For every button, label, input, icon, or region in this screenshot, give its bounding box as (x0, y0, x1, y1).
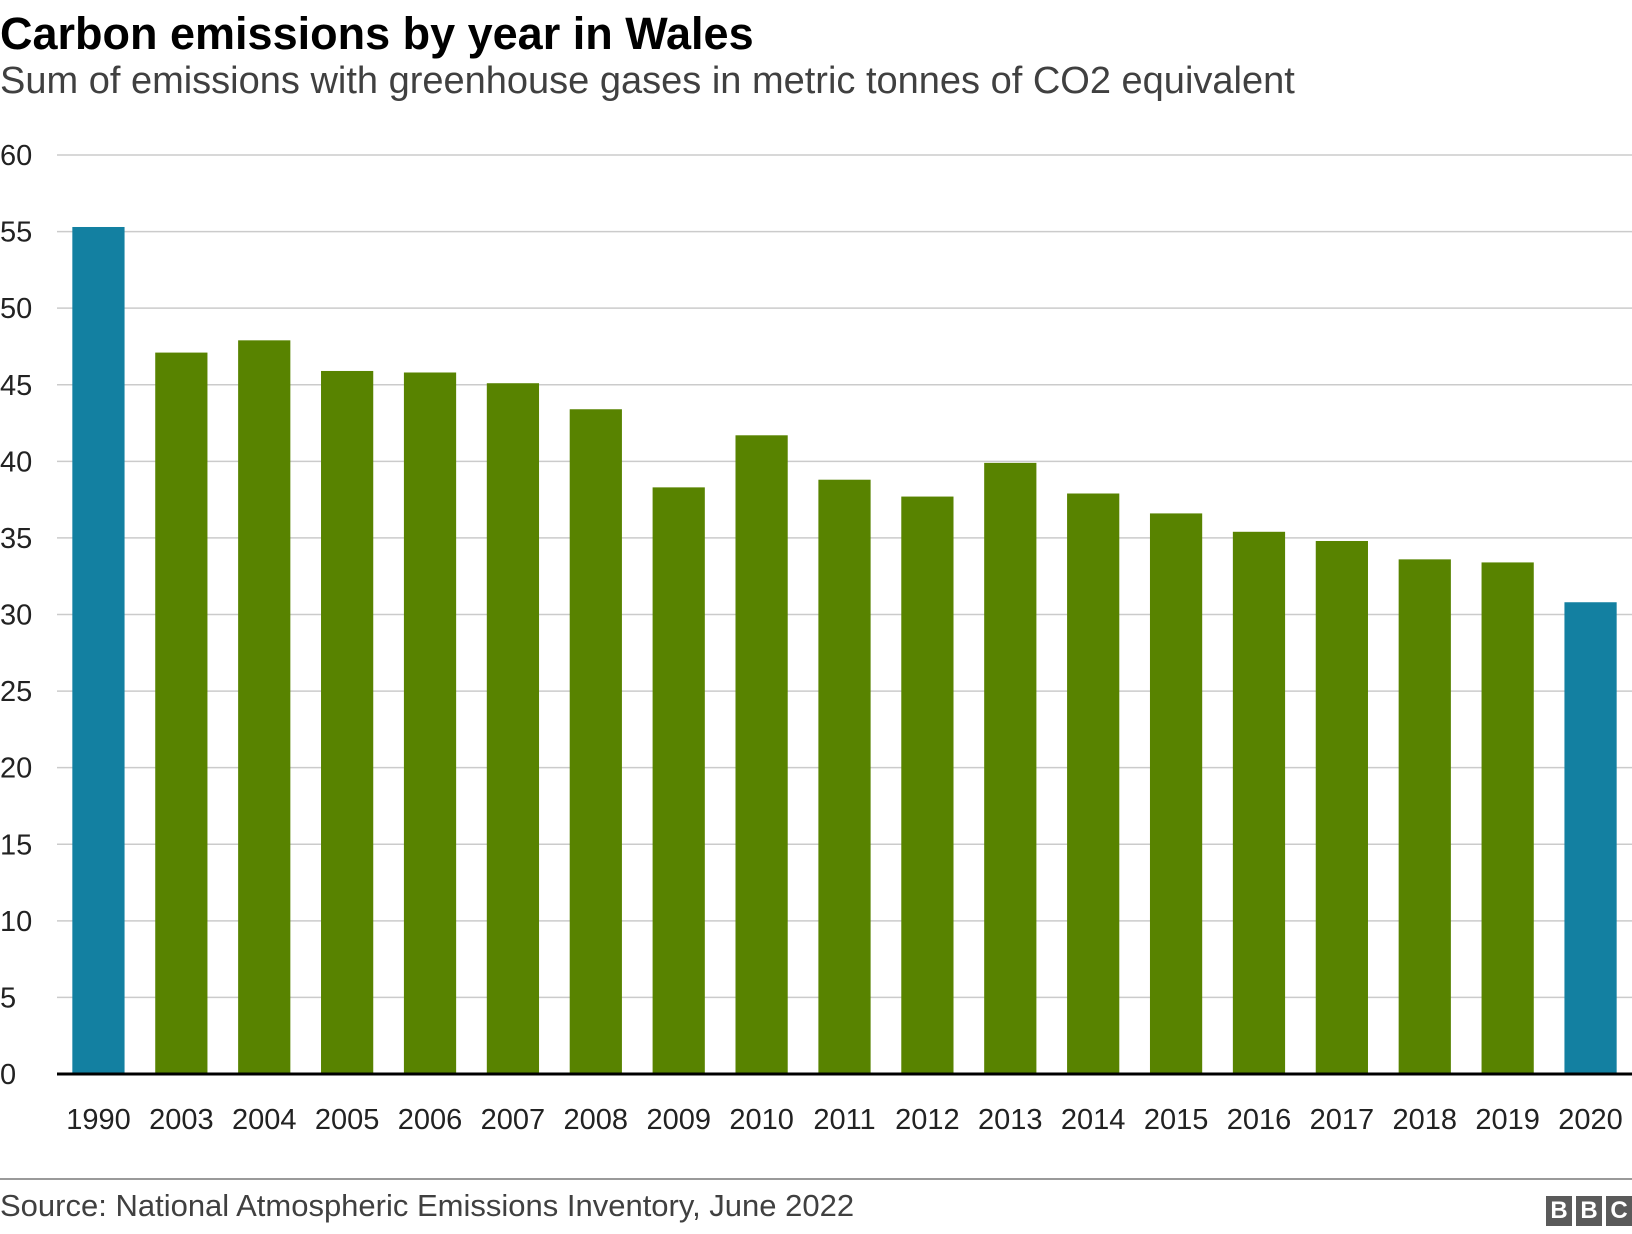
x-axis-ticks: 1990 2003 2004 2005 2006 2007 2008 2009 2010 2011… (66, 1104, 1623, 1136)
x-tick-label-2006: 2006 (398, 1104, 463, 1136)
bar-2012 (901, 496, 954, 1075)
x-tick-label-2013: 2013 (978, 1104, 1043, 1136)
y-tick-label-0: 0 (0, 1059, 16, 1091)
logo-letter-b2: B (1576, 1196, 1602, 1226)
x-tick-label-2005: 2005 (315, 1104, 380, 1136)
chart-subtitle: Sum of emissions with greenhouse gases i… (0, 60, 1295, 102)
x-tick-label-2018: 2018 (1393, 1104, 1458, 1136)
x-tick-label-2010: 2010 (729, 1104, 794, 1136)
logo-letter-c: C (1606, 1196, 1632, 1226)
bar-2005 (321, 370, 374, 1075)
y-tick-label-5: 5 (0, 982, 16, 1014)
y-tick-label-15: 15 (0, 829, 32, 861)
x-tick-label-2015: 2015 (1144, 1104, 1209, 1136)
bar-2019 (1481, 562, 1534, 1074)
bar-2016 (1232, 531, 1286, 1074)
bars (72, 226, 1617, 1075)
y-tick-label-35: 35 (0, 523, 32, 555)
bar-2006 (403, 372, 457, 1074)
x-tick-label-2012: 2012 (895, 1104, 960, 1136)
x-tick-label-1990: 1990 (66, 1104, 131, 1136)
bar-2009 (652, 487, 705, 1074)
y-axis-ticks: 0 5 10 15 20 25 30 35 40 45 50 55 60 (0, 140, 32, 1091)
bar-2004 (238, 340, 291, 1074)
logo-letter-b1: B (1546, 1196, 1572, 1226)
bar-chart: 0 5 10 15 20 25 30 35 40 45 50 55 60 1990 2003 2004 200… (0, 140, 1632, 1136)
y-tick-label-10: 10 (0, 906, 32, 938)
x-tick-label-2016: 2016 (1227, 1104, 1292, 1136)
bar-1990 (72, 226, 125, 1074)
bar-2010 (735, 435, 788, 1074)
y-tick-label-20: 20 (0, 753, 32, 785)
bar-2014 (1067, 493, 1120, 1075)
bar-2003 (155, 352, 208, 1075)
y-tick-label-50: 50 (0, 293, 32, 325)
y-tick-label-40: 40 (0, 446, 32, 478)
bar-2007 (486, 383, 540, 1074)
x-tick-label-2007: 2007 (481, 1104, 546, 1136)
y-tick-label-25: 25 (0, 676, 32, 708)
y-tick-label-60: 60 (0, 140, 32, 172)
x-tick-label-2019: 2019 (1475, 1104, 1540, 1136)
y-tick-label-55: 55 (0, 217, 32, 249)
y-tick-label-45: 45 (0, 370, 32, 402)
bar-2018 (1398, 559, 1451, 1074)
x-tick-label-2011: 2011 (813, 1104, 875, 1136)
bar-2008 (569, 409, 622, 1074)
x-tick-label-2003: 2003 (149, 1104, 214, 1136)
x-tick-label-2008: 2008 (564, 1104, 629, 1136)
bar-2011 (818, 479, 871, 1074)
x-tick-label-2009: 2009 (646, 1104, 711, 1136)
x-tick-label-2014: 2014 (1061, 1104, 1126, 1136)
bar-2013 (984, 462, 1037, 1074)
bar-2017 (1315, 540, 1368, 1074)
bar-2020 (1564, 602, 1617, 1074)
bbc-logo: B B C (1546, 1196, 1632, 1226)
footer-divider (0, 1178, 1632, 1180)
x-tick-label-2020: 2020 (1558, 1104, 1623, 1136)
x-tick-label-2004: 2004 (232, 1104, 297, 1136)
chart-title: Carbon emissions by year in Wales (0, 8, 754, 59)
bar-2015 (1149, 513, 1203, 1074)
source-note: Source: National Atmospheric Emissions I… (0, 1188, 855, 1223)
y-tick-label-30: 30 (0, 600, 32, 632)
x-tick-label-2017: 2017 (1310, 1104, 1375, 1136)
